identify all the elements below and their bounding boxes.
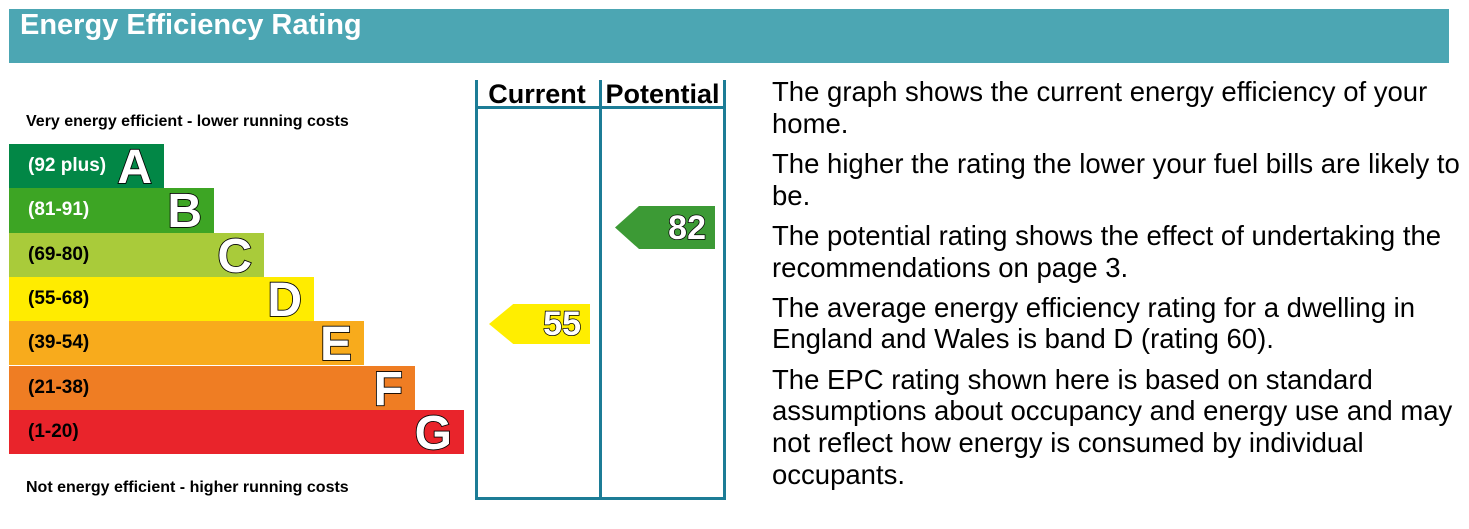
svg-text:A: A: [117, 144, 152, 188]
svg-text:B: B: [167, 188, 202, 232]
svg-text:D: D: [267, 277, 302, 321]
svg-text:E: E: [320, 321, 352, 365]
svg-text:C: C: [217, 233, 252, 277]
svg-text:55: 55: [543, 305, 581, 343]
svg-text:F: F: [374, 366, 403, 410]
svg-text:G: G: [415, 410, 452, 454]
svg-text:82: 82: [668, 209, 706, 247]
